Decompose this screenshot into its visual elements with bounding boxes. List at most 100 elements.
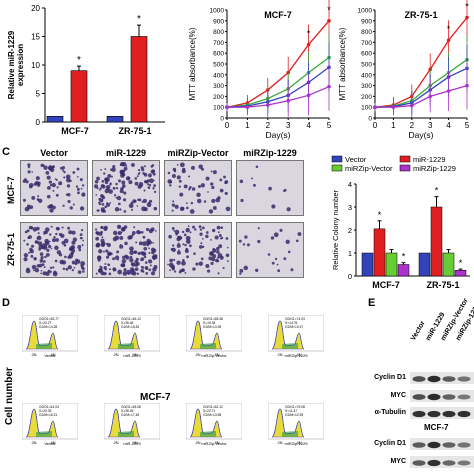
colony <box>136 229 141 235</box>
x-axis-label-2n: 2N <box>31 440 36 445</box>
colony <box>143 165 146 168</box>
colony <box>217 272 220 275</box>
colony <box>218 244 223 249</box>
data-point <box>266 103 270 107</box>
colony <box>144 180 148 184</box>
y-tick-label: 700 <box>213 40 224 47</box>
colony <box>176 260 181 265</box>
colony <box>22 198 27 202</box>
colony <box>146 202 152 208</box>
colony <box>277 269 281 273</box>
colony <box>148 259 151 262</box>
colony <box>26 243 29 246</box>
x-tick-label: MCF-7 <box>372 280 400 290</box>
colony <box>152 187 155 190</box>
colony <box>243 265 248 271</box>
colony <box>76 167 80 171</box>
colony <box>153 184 156 188</box>
colony <box>146 244 150 247</box>
colony <box>115 196 118 199</box>
blot-strip <box>410 372 474 384</box>
y-tick-label: 2 <box>348 226 352 235</box>
colony <box>22 179 27 184</box>
x-axis-label-2n: 2N <box>113 352 118 357</box>
colony-row-label: MCF-7 <box>6 176 16 205</box>
colony <box>51 182 56 188</box>
colony <box>71 260 76 265</box>
legend-label: Vector <box>345 155 367 164</box>
colony <box>26 229 30 233</box>
colony <box>31 244 35 248</box>
colony <box>287 250 291 254</box>
y-tick-label: 3 <box>348 203 352 212</box>
colony <box>96 209 99 212</box>
colony <box>170 247 174 251</box>
colony <box>167 171 171 175</box>
colony <box>43 165 48 170</box>
colony <box>96 176 100 181</box>
colony <box>37 181 41 185</box>
colony <box>211 257 216 262</box>
colony <box>169 180 173 184</box>
significance-mark: * <box>307 29 311 39</box>
colony <box>40 163 45 168</box>
colony <box>119 225 121 228</box>
colony <box>23 253 29 258</box>
facs-panel-name: miRZip-Vector <box>201 441 227 446</box>
colony <box>98 267 103 273</box>
colony <box>79 236 83 240</box>
colony <box>216 256 220 259</box>
colony <box>101 184 106 189</box>
y-tick-label: 700 <box>361 40 372 47</box>
colony <box>131 262 136 267</box>
colony <box>148 268 152 272</box>
colony <box>45 271 50 276</box>
panel-letter-d: D <box>2 297 10 309</box>
colony <box>202 238 204 240</box>
colony <box>55 226 60 231</box>
colony <box>224 191 228 196</box>
colony <box>31 264 37 270</box>
y-tick-label: 200 <box>361 94 372 101</box>
significance-mark: * <box>447 24 451 34</box>
colony <box>120 226 126 232</box>
x-tick-label: ZR-75-1 <box>426 280 459 290</box>
colony <box>227 260 229 263</box>
colony <box>200 183 205 188</box>
colony <box>45 170 50 175</box>
fit-curve <box>107 320 141 350</box>
band <box>427 393 441 401</box>
colony <box>26 267 30 271</box>
bar <box>70 70 88 123</box>
colony <box>179 236 183 239</box>
colony <box>30 254 34 258</box>
colony <box>174 229 180 235</box>
colony <box>110 175 113 178</box>
colony <box>152 267 157 272</box>
colony <box>44 230 48 235</box>
colony <box>47 205 51 209</box>
x-axis-label-2n: 2N <box>31 352 36 357</box>
colony <box>155 230 157 232</box>
blot-row-label: Cyclin D1 <box>374 440 406 447</box>
colony <box>210 239 212 241</box>
colony <box>100 207 105 212</box>
facs-stats: G0/G1=63.77 S=20.27 G2/M=14.28 <box>39 317 59 329</box>
colony <box>136 175 139 178</box>
colony <box>114 255 120 260</box>
colony <box>99 187 102 190</box>
colony <box>118 179 121 183</box>
legend-label: miR-1229 <box>413 155 446 164</box>
colony <box>176 175 181 180</box>
colony <box>79 178 83 182</box>
colony <box>80 261 86 266</box>
facs-panel-name: Vector <box>44 441 56 446</box>
colony <box>63 243 67 247</box>
colony <box>80 229 84 232</box>
facs-panel-name: Vector <box>44 353 56 358</box>
colony <box>239 272 242 275</box>
colony <box>184 243 187 247</box>
colony <box>128 180 133 185</box>
colony <box>102 250 105 253</box>
colony <box>189 244 192 248</box>
